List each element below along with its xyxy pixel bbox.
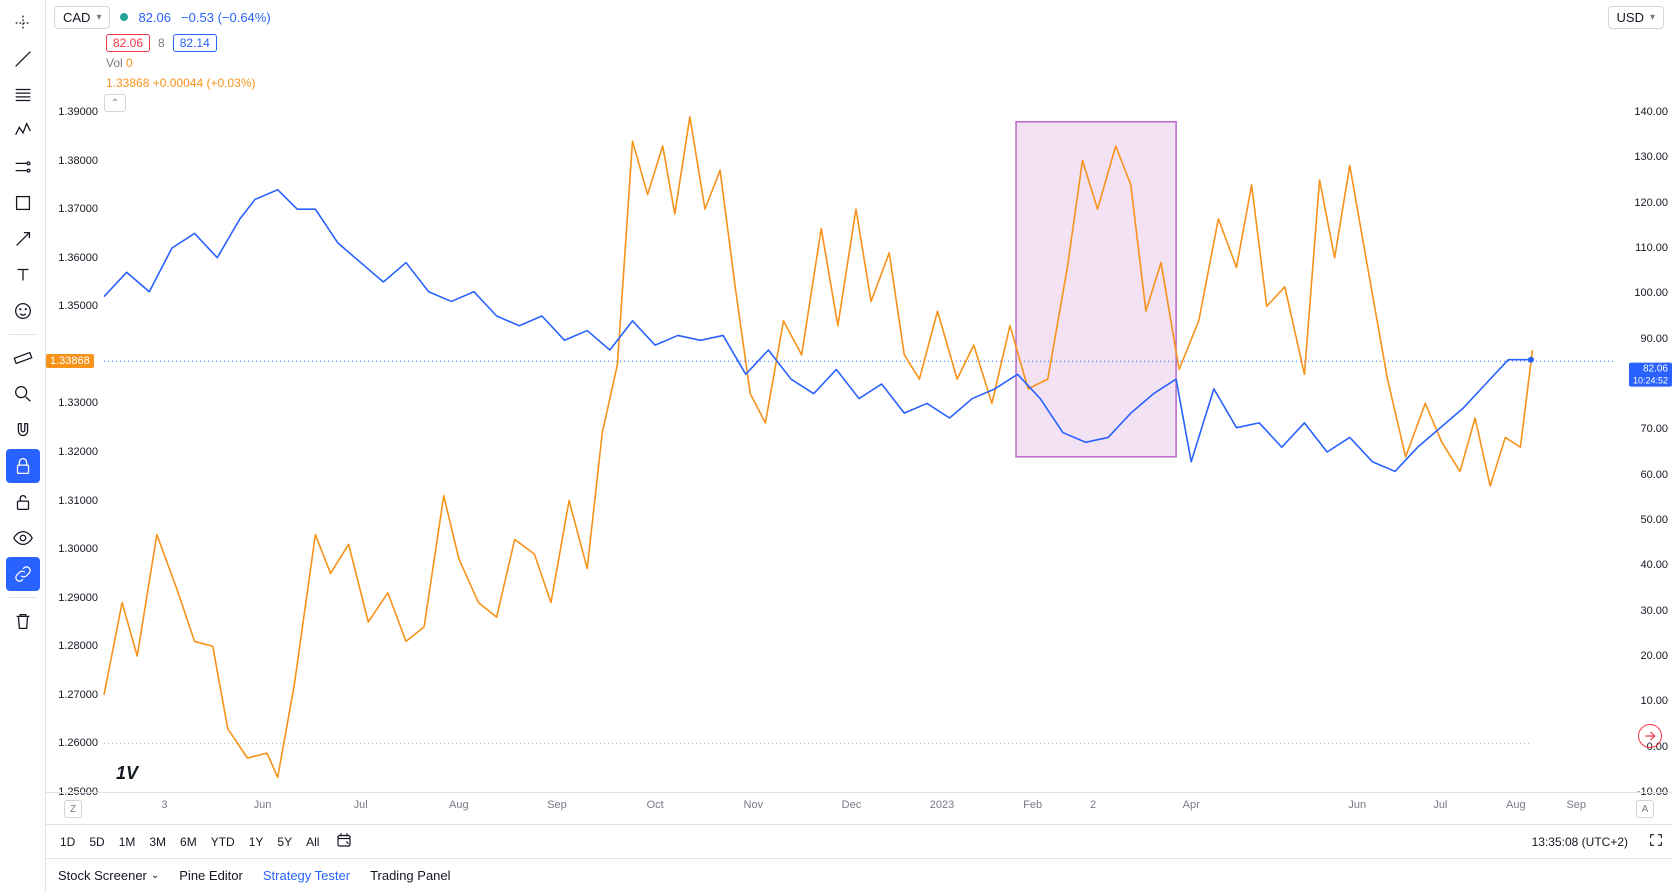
left-axis[interactable]: 1.390001.380001.370001.360001.350001.330… [46,112,102,792]
pattern-tool[interactable] [6,114,40,148]
range-bar: 1D5D1M3M6MYTD1Y5YAll 13:35:08 (UTC+2) [46,824,1672,858]
chart-area[interactable]: 1.390001.380001.370001.360001.350001.330… [46,112,1672,792]
left-price-tag: 1.33868 [46,354,94,368]
chart-header: CAD ▾ 82.06 −0.53 (−0.64%) USD ▾ [46,0,1672,30]
range-5d[interactable]: 5D [83,831,110,853]
trendline-tool[interactable] [6,42,40,76]
right-axis[interactable]: 140.00130.00120.00110.00100.0090.0070.00… [1616,112,1672,792]
eye-tool[interactable] [6,521,40,555]
volume-row: Vol 0 [46,56,1672,74]
collapse-legend-button[interactable]: ⌃ [104,94,126,112]
calendar-icon[interactable] [335,831,353,852]
fullscreen-icon[interactable] [1648,832,1664,851]
ask-pill[interactable]: 82.14 [173,34,217,52]
price-pills-row: 82.06 8 82.14 [46,30,1672,56]
lock-tool[interactable] [6,449,40,483]
header-change: −0.53 (−0.64%) [181,10,271,25]
chevron-down-icon: ▾ [96,12,101,23]
symbol-select-left[interactable]: CAD ▾ [54,6,110,29]
range-5y[interactable]: 5Y [271,831,298,853]
range-ytd[interactable]: YTD [205,831,241,853]
x-axis[interactable]: 3JunJulAugSepOctNovDec2023Feb2AprJunJulA… [46,792,1672,824]
cursor-tool[interactable] [6,6,40,40]
trash-tool[interactable] [6,604,40,638]
goto-latest-button[interactable] [1638,724,1662,748]
footer-time: 13:35:08 (UTC+2) [1532,835,1636,849]
magnet-tool[interactable] [6,413,40,447]
range-6m[interactable]: 6M [174,831,203,853]
tab-pine-editor[interactable]: Pine Editor [179,868,243,883]
chevron-down-icon: ▾ [1650,12,1655,23]
tab-strategy-tester[interactable]: Strategy Tester [263,868,350,883]
series2-row: 1.33868 +0.00044 (+0.03%) [46,74,1672,94]
tab-stock-screener[interactable]: Stock Screener⌄ [58,868,159,883]
symbol-left-label: CAD [63,10,90,25]
fib-tool[interactable] [6,78,40,112]
symbol-right-label: USD [1617,10,1644,25]
header-price: 82.06 [138,10,171,25]
tab-trading-panel[interactable]: Trading Panel [370,868,450,883]
market-status-dot [120,13,128,21]
price-chart-svg [46,112,1672,792]
zoom-tool[interactable] [6,377,40,411]
drawing-toolbar [0,0,46,892]
range-1y[interactable]: 1Y [243,831,270,853]
range-1m[interactable]: 1M [113,831,142,853]
lock2-tool[interactable] [6,485,40,519]
range-all[interactable]: All [300,831,325,853]
symbol-select-right[interactable]: USD ▾ [1608,6,1664,29]
bottom-tabs: Stock Screener⌄ Pine Editor Strategy Teste… [46,858,1672,892]
range-1d[interactable]: 1D [54,831,81,853]
ruler-tool[interactable] [6,341,40,375]
right-price-tag: 82.0610:24:52 [1629,362,1672,387]
main-panel: CAD ▾ 82.06 −0.53 (−0.64%) USD ▾ 82.06 8… [46,0,1672,858]
text-tool[interactable] [6,258,40,292]
spread-value: 8 [158,36,165,50]
tv-logo: 1V [116,763,136,784]
emoji-tool[interactable] [6,294,40,328]
link-tool[interactable] [6,557,40,591]
forecast-tool[interactable] [6,150,40,184]
arrow-tool[interactable] [6,222,40,256]
shape-tool[interactable] [6,186,40,220]
bid-pill[interactable]: 82.06 [106,34,150,52]
range-3m[interactable]: 3M [143,831,172,853]
chevron-up-icon: ⌃ [111,98,119,109]
